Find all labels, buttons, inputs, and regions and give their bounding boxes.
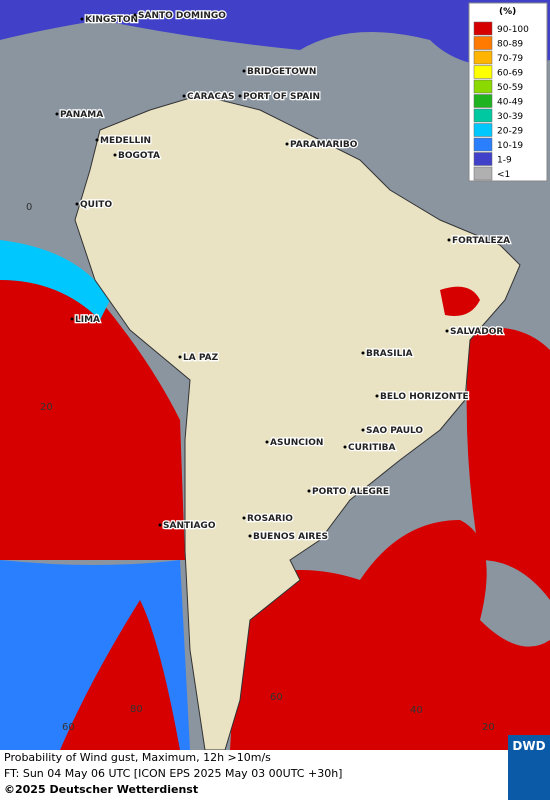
grid-label: 20: [482, 722, 495, 733]
city-dot: [445, 329, 449, 333]
city-dot: [285, 142, 289, 146]
field: [0, 240, 110, 320]
legend-swatch: [473, 123, 493, 137]
land: [74, 94, 521, 751]
legend-swatch: [473, 79, 493, 94]
city-dot: [361, 351, 365, 355]
city-dot: [242, 516, 246, 520]
legend-swatch: [473, 50, 493, 65]
legend-label: 80-89: [497, 40, 523, 50]
legend-label: 70-79: [497, 54, 523, 64]
city-label: LIMA: [75, 315, 100, 325]
city-label: BOGOTA: [118, 151, 160, 161]
caption-line: ©2025 Deutscher Wetterdienst: [4, 783, 199, 796]
city-dot: [133, 13, 137, 17]
legend-label: 10-19: [497, 141, 523, 151]
city-label: PARAMARIBO: [290, 140, 358, 150]
city-label: MEDELLIN: [100, 136, 151, 146]
legend-label: 60-69: [497, 69, 523, 79]
city-dot: [158, 523, 162, 527]
city-dot: [361, 428, 365, 432]
city-label: PANAMA: [60, 110, 103, 120]
city-dot: [447, 238, 451, 242]
city-dot: [178, 355, 182, 359]
city-dot: [307, 489, 311, 493]
grid-label: 60: [62, 722, 75, 733]
legend-label: 40-49: [497, 98, 523, 108]
legend-swatch: [473, 21, 493, 36]
legend-label: 90-100: [497, 25, 529, 35]
city-label: CARACAS: [187, 92, 235, 102]
city-label: BELO HORIZONTE: [380, 392, 469, 402]
city-label: QUITO: [80, 200, 112, 210]
city-label: LA PAZ: [183, 353, 219, 363]
city-dot: [113, 153, 117, 157]
legend-label: <1: [497, 170, 510, 180]
city-label: PORTO ALEGRE: [312, 487, 389, 497]
grid-label: 20: [40, 402, 53, 413]
legend-swatch: [473, 108, 493, 123]
legend-label: 50-59: [497, 83, 523, 93]
legend-label: 20-29: [497, 127, 523, 137]
city-dot: [55, 112, 59, 116]
legend-swatch: [473, 36, 493, 50]
city-dot: [70, 317, 74, 321]
logo: DWD: [508, 735, 550, 800]
legend-swatch: [473, 152, 493, 166]
city-label: ROSARIO: [247, 514, 293, 524]
city-label: KINGSTON: [85, 15, 138, 25]
field: [230, 520, 550, 750]
legend-swatch: [473, 65, 493, 79]
grid-label: 80: [130, 704, 143, 715]
grid-label: 0: [26, 202, 32, 213]
city-label: SAO PAULO: [366, 426, 423, 436]
legend-label: 30-39: [497, 112, 523, 122]
grid-label: 60: [270, 692, 283, 703]
city-label: BRASILIA: [366, 349, 413, 359]
city-dot: [242, 69, 246, 73]
city-label: SANTIAGO: [163, 521, 216, 531]
field: [0, 260, 185, 560]
city-dot: [75, 202, 79, 206]
legend-swatch: [473, 166, 493, 181]
city-dot: [248, 534, 252, 538]
grid-label: 40: [410, 705, 423, 716]
city-label: PORT OF SPAIN: [243, 92, 320, 102]
city-label: FORTALEZA: [452, 236, 510, 246]
city-dot: [343, 445, 347, 449]
city-dot: [238, 94, 242, 98]
city-label: SANTO DOMINGO: [138, 11, 226, 21]
legend-swatch: [473, 137, 493, 152]
caption: Probability of Wind gust, Maximum, 12h >…: [0, 750, 400, 800]
city-dot: [265, 440, 269, 444]
city-label: ASUNCION: [270, 438, 323, 448]
city-label: CURITIBA: [348, 443, 396, 453]
field: [440, 286, 480, 316]
city-label: SALVADOR: [450, 327, 503, 337]
city-label: BUENOS AIRES: [253, 532, 328, 542]
legend-label: 1-9: [497, 156, 512, 166]
legend-swatch: [473, 94, 493, 108]
caption-line: FT: Sun 04 May 06 UTC [ICON EPS 2025 May…: [4, 767, 343, 780]
city-dot: [375, 394, 379, 398]
field: [0, 0, 550, 67]
city-dot: [182, 94, 186, 98]
field: [60, 600, 180, 750]
city-dot: [80, 17, 84, 21]
caption-line: Probability of Wind gust, Maximum, 12h >…: [4, 751, 271, 764]
city-label: BRIDGETOWN: [247, 67, 316, 77]
field: [466, 327, 550, 600]
city-dot: [95, 138, 99, 142]
legend-title: (%): [499, 7, 516, 17]
